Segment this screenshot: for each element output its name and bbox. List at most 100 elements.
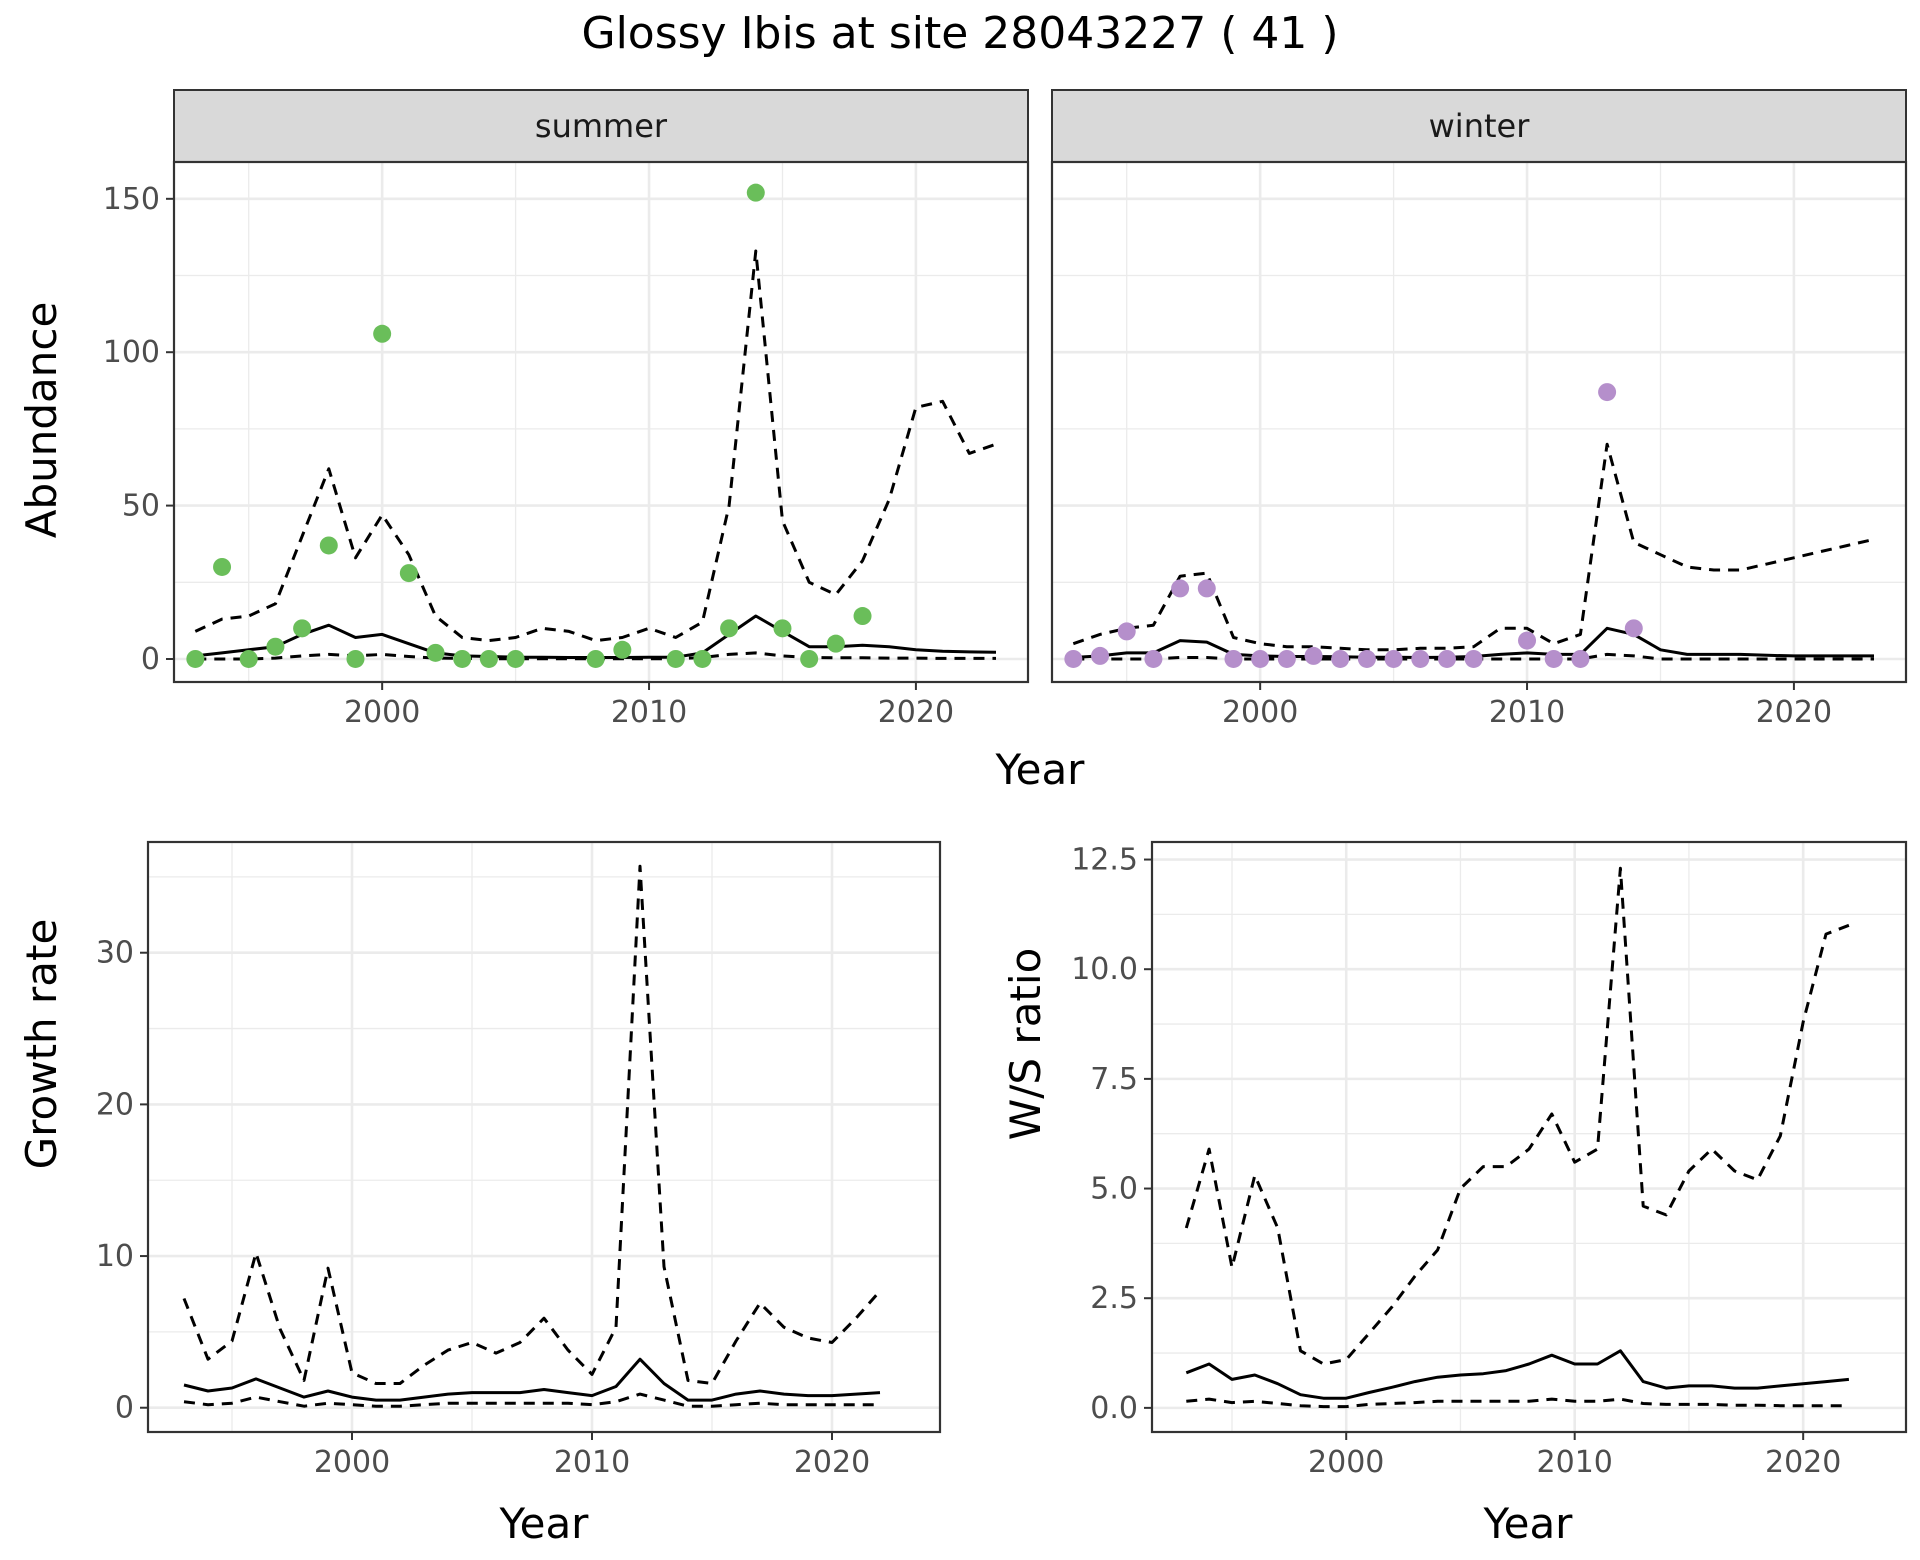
panel-border-winter <box>1050 160 1908 684</box>
data-point-summer <box>399 564 418 583</box>
data-point-summer <box>613 640 632 659</box>
panel-border-growth-rate <box>146 840 942 1434</box>
data-point-winter <box>1598 383 1617 402</box>
data-point-summer <box>773 619 792 638</box>
y-tick-label: 50 <box>122 489 160 524</box>
data-point-summer <box>213 557 232 576</box>
x-tick-label: 2000 <box>1308 1445 1384 1480</box>
panel-border-summer <box>172 160 1030 684</box>
data-point-winter <box>1171 579 1190 598</box>
x-tick-label: 2000 <box>344 695 420 730</box>
data-point-winter <box>1464 649 1483 668</box>
data-point-summer <box>746 183 765 202</box>
series-line-growth-rate-bound-2 <box>183 1392 880 1408</box>
data-point-summer <box>720 619 739 638</box>
plot-area-ws-ratio <box>1152 842 1906 1432</box>
y-tick-label: 0 <box>115 1391 134 1426</box>
data-point-summer <box>426 643 445 662</box>
data-point-winter <box>1384 649 1403 668</box>
x-tick-label: 2010 <box>554 1445 630 1480</box>
y-axis-title-ws-ratio: W/S ratio <box>1001 948 1050 1141</box>
data-point-summer <box>373 324 392 343</box>
data-point-summer <box>586 649 605 668</box>
facet-strip-summer <box>173 89 1029 163</box>
facet-label-winter: winter <box>1429 107 1531 145</box>
y-tick-label: 10 <box>96 1239 134 1274</box>
panel-summer: summer 2000 2010 2020 0 50 100 150 <box>103 89 1030 730</box>
y-tick-label: 30 <box>96 936 134 971</box>
data-point-winter <box>1437 649 1456 668</box>
data-point-winter <box>1277 649 1296 668</box>
data-point-winter <box>1624 619 1643 638</box>
plot-area-summer <box>174 162 1028 682</box>
chart-title: Glossy Ibis at site 28043227 ( 41 ) <box>581 8 1338 59</box>
y-tick-label: 150 <box>103 182 160 217</box>
data-point-winter <box>1091 646 1110 665</box>
x-tick-label: 2000 <box>1222 695 1298 730</box>
data-point-winter <box>1144 649 1163 668</box>
y-tick-label: 12.5 <box>1071 843 1138 878</box>
x-tick-label: 2000 <box>314 1445 390 1480</box>
series-line-ws-ratio-estimate <box>1185 1349 1850 1400</box>
x-axis-title-ws-ratio: Year <box>1483 1499 1574 1548</box>
panel-border-ws-ratio <box>1150 840 1908 1434</box>
x-axis-title-growth-rate: Year <box>499 1499 590 1548</box>
y-tick-label: 0 <box>141 642 160 677</box>
data-point-summer <box>479 649 498 668</box>
data-point-winter <box>1064 649 1083 668</box>
data-point-summer <box>826 634 845 653</box>
data-point-summer <box>453 649 472 668</box>
x-tick-label: 2020 <box>1765 1445 1841 1480</box>
panel-ws-ratio: W/S ratio Year 2000 2010 2020 0.0 2.5 5.0 7.5 1… <box>1001 840 1908 1548</box>
data-point-summer <box>506 649 525 668</box>
x-tick-label: 2020 <box>794 1445 870 1480</box>
data-point-winter <box>1117 622 1136 641</box>
data-point-summer <box>239 649 258 668</box>
x-tick-label: 2010 <box>1537 1445 1613 1480</box>
x-tick-label: 2020 <box>878 695 954 730</box>
y-tick-label: 100 <box>103 335 160 370</box>
plot-area-growth-rate <box>148 842 940 1432</box>
x-tick-label: 2010 <box>1489 695 1565 730</box>
x-axis-title-top: Year <box>995 745 1086 794</box>
data-point-summer <box>693 649 712 668</box>
data-point-summer <box>666 649 685 668</box>
y-tick-label: 5.0 <box>1090 1172 1138 1207</box>
series-line-ws-ratio-bound-1 <box>1184 866 1850 1366</box>
y-tick-label: 2.5 <box>1090 1281 1138 1316</box>
data-point-summer <box>853 607 872 626</box>
series-line-growth-rate-bound-1 <box>182 864 882 1385</box>
data-point-winter <box>1251 649 1270 668</box>
series-line-winter-bound-1 <box>1072 442 1875 652</box>
data-point-summer <box>293 619 312 638</box>
data-point-winter <box>1224 649 1243 668</box>
y-axis-title-growth-rate: Growth rate <box>17 919 66 1170</box>
facet-strip-winter <box>1051 89 1907 163</box>
data-point-winter <box>1411 649 1430 668</box>
panel-winter: winter 2000 2010 2020 <box>1050 89 1908 730</box>
y-axis-title-abundance: Abundance <box>17 302 66 539</box>
data-point-summer <box>266 637 285 656</box>
plot-area-winter <box>1052 162 1906 682</box>
data-point-summer <box>800 649 819 668</box>
data-point-summer <box>346 649 365 668</box>
data-point-winter <box>1304 646 1323 665</box>
series-line-summer-bound-1 <box>194 249 997 643</box>
series-line-ws-ratio-bound-2 <box>1186 1397 1849 1409</box>
data-point-winter <box>1518 631 1537 650</box>
data-point-summer <box>319 536 338 555</box>
x-tick-label: 2010 <box>611 695 687 730</box>
y-tick-label: 20 <box>96 1087 134 1122</box>
y-tick-label: 7.5 <box>1090 1062 1138 1097</box>
data-point-winter <box>1331 649 1350 668</box>
panel-growth-rate: Growth rate Year 2000 2010 2020 0 10 20 30 <box>17 840 942 1548</box>
data-point-winter <box>1357 649 1376 668</box>
data-point-winter <box>1197 579 1216 598</box>
facet-label-summer: summer <box>535 107 668 145</box>
data-point-winter <box>1571 649 1590 668</box>
x-tick-label: 2020 <box>1756 695 1832 730</box>
data-point-summer <box>186 649 205 668</box>
data-point-winter <box>1544 649 1563 668</box>
series-line-growth-rate-estimate <box>183 1357 881 1402</box>
